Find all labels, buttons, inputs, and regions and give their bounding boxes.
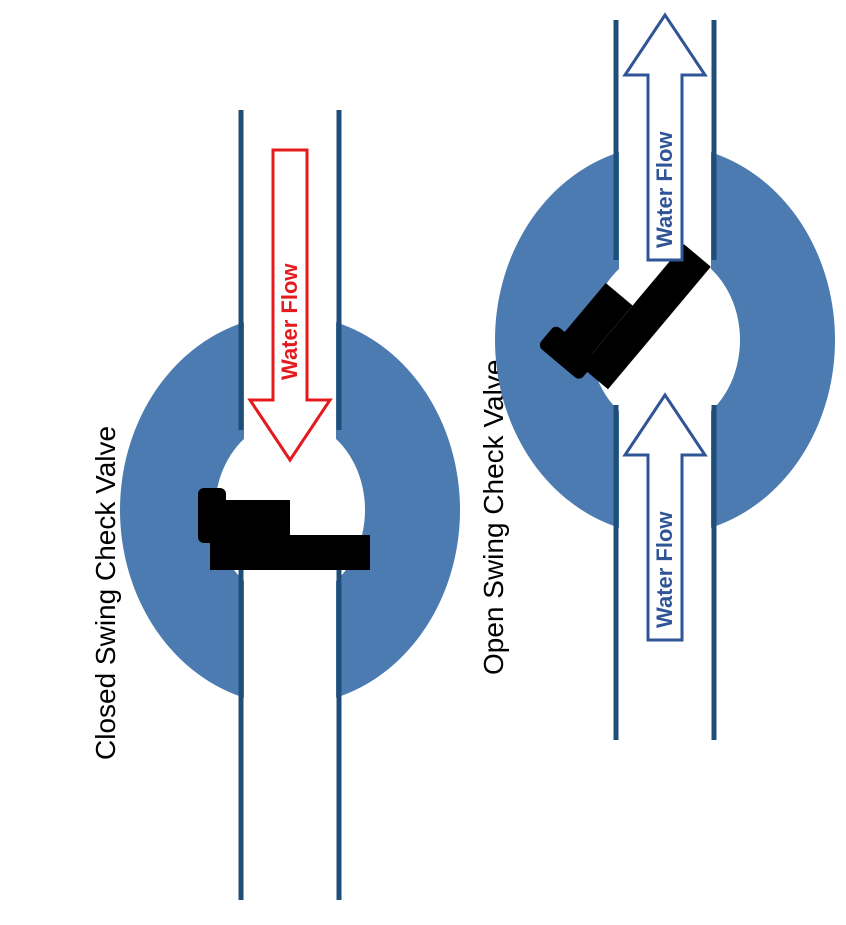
open-valve-group: Water Flow Water Flow: [495, 15, 835, 740]
diagram-stage: Closed Swing Check Valve Open Swing Chec…: [0, 0, 846, 925]
valve-diagram-svg: Water Flow Water Flow: [0, 0, 846, 925]
closed-pipe-bot-fill: [244, 556, 336, 901]
closed-flow-label: Water Flow: [277, 263, 302, 380]
closed-valve-group: Water Flow: [120, 110, 460, 901]
open-flow-label-top: Water Flow: [652, 131, 677, 248]
closed-disc: [198, 488, 370, 570]
open-flow-label-bottom: Water Flow: [652, 511, 677, 628]
